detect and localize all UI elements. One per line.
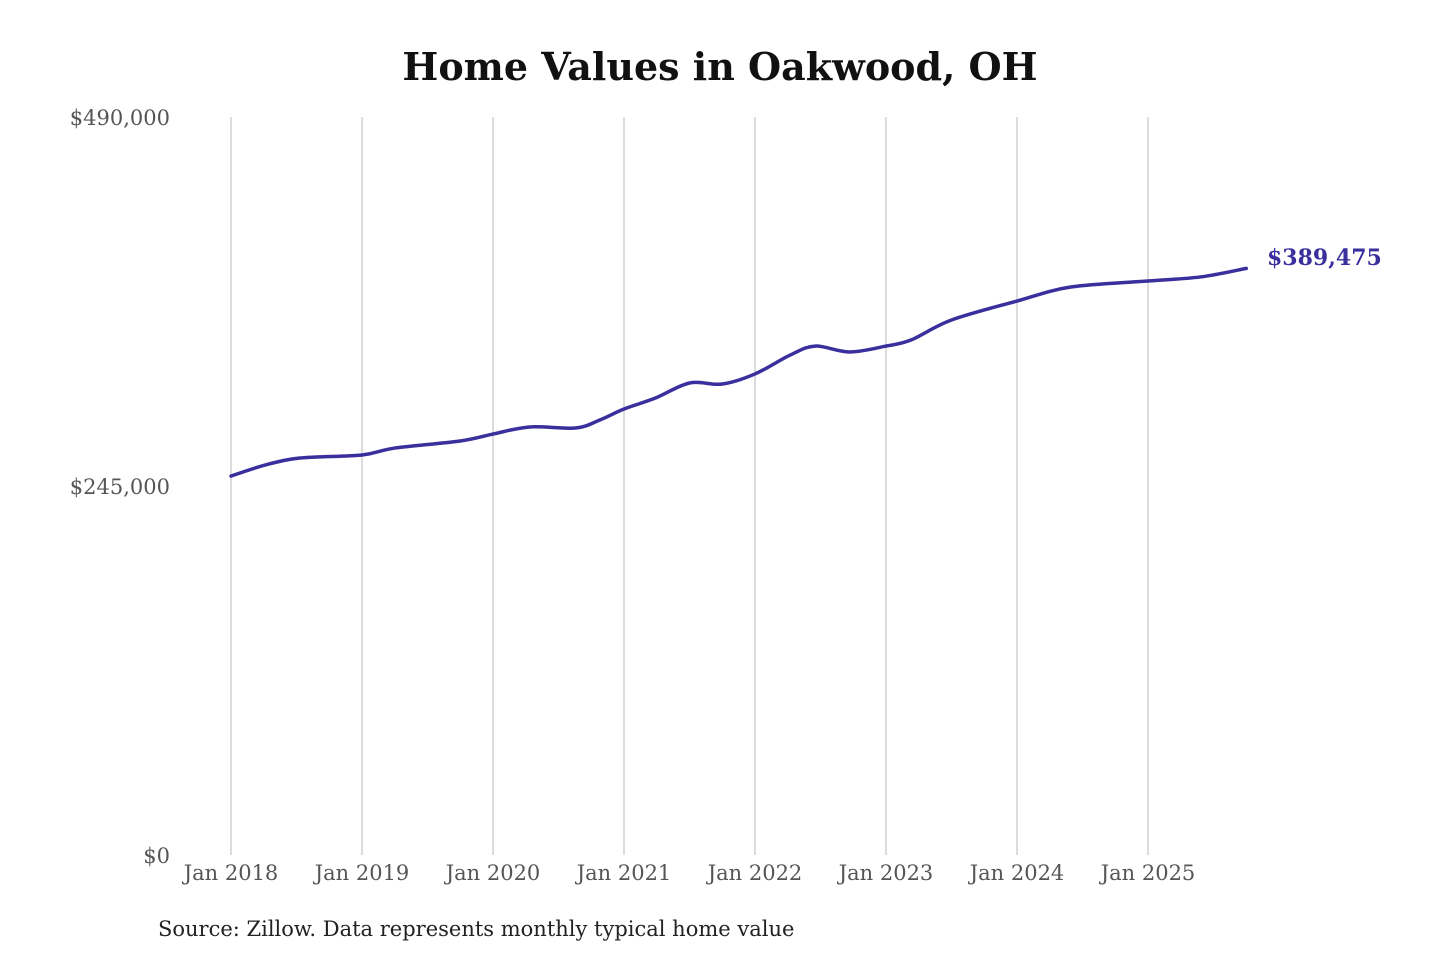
x-tick-label: Jan 2021 [575, 861, 672, 885]
y-tick-label: $245,000 [70, 475, 170, 499]
grid-lines [230, 117, 1149, 855]
last-value-label: $389,475 [1267, 245, 1382, 271]
x-tick-label: Jan 2018 [182, 861, 279, 885]
x-tick-label: Jan 2022 [706, 861, 803, 885]
y-tick-label: $490,000 [70, 106, 170, 130]
x-tick-label: Jan 2020 [444, 861, 541, 885]
x-axis: Jan 2018 Jan 2019 Jan 2020 Jan 2021 Jan 2022… [182, 861, 1196, 885]
chart-title: Home Values in Oakwood, OH [402, 44, 1038, 89]
series-line [229, 266, 1248, 478]
series [229, 266, 1248, 478]
y-axis: $0 $245,000 $490,000 [70, 106, 170, 868]
y-tick-label: $0 [143, 844, 170, 868]
x-tick-label: Jan 2024 [968, 861, 1065, 885]
x-tick-label: Jan 2025 [1099, 861, 1196, 885]
source-note: Source: Zillow. Data represents monthly … [158, 917, 795, 941]
x-tick-label: Jan 2023 [837, 861, 934, 885]
x-tick-label: Jan 2019 [313, 861, 410, 885]
